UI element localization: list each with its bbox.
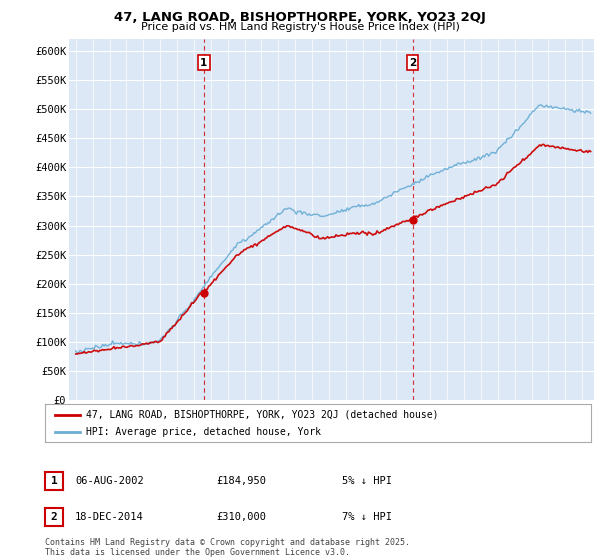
Text: Price paid vs. HM Land Registry's House Price Index (HPI): Price paid vs. HM Land Registry's House … — [140, 22, 460, 32]
Text: 47, LANG ROAD, BISHOPTHORPE, YORK, YO23 2QJ: 47, LANG ROAD, BISHOPTHORPE, YORK, YO23 … — [114, 11, 486, 24]
Text: 1: 1 — [50, 476, 58, 486]
Text: £310,000: £310,000 — [216, 512, 266, 522]
Text: 2: 2 — [50, 512, 58, 522]
Text: 5% ↓ HPI: 5% ↓ HPI — [342, 476, 392, 486]
Text: 1: 1 — [200, 58, 208, 68]
Text: 18-DEC-2014: 18-DEC-2014 — [75, 512, 144, 522]
Text: £184,950: £184,950 — [216, 476, 266, 486]
Text: Contains HM Land Registry data © Crown copyright and database right 2025.
This d: Contains HM Land Registry data © Crown c… — [45, 538, 410, 557]
Text: 7% ↓ HPI: 7% ↓ HPI — [342, 512, 392, 522]
Text: 2: 2 — [409, 58, 416, 68]
Text: HPI: Average price, detached house, York: HPI: Average price, detached house, York — [86, 427, 321, 437]
Text: 06-AUG-2002: 06-AUG-2002 — [75, 476, 144, 486]
Text: 47, LANG ROAD, BISHOPTHORPE, YORK, YO23 2QJ (detached house): 47, LANG ROAD, BISHOPTHORPE, YORK, YO23 … — [86, 409, 439, 419]
